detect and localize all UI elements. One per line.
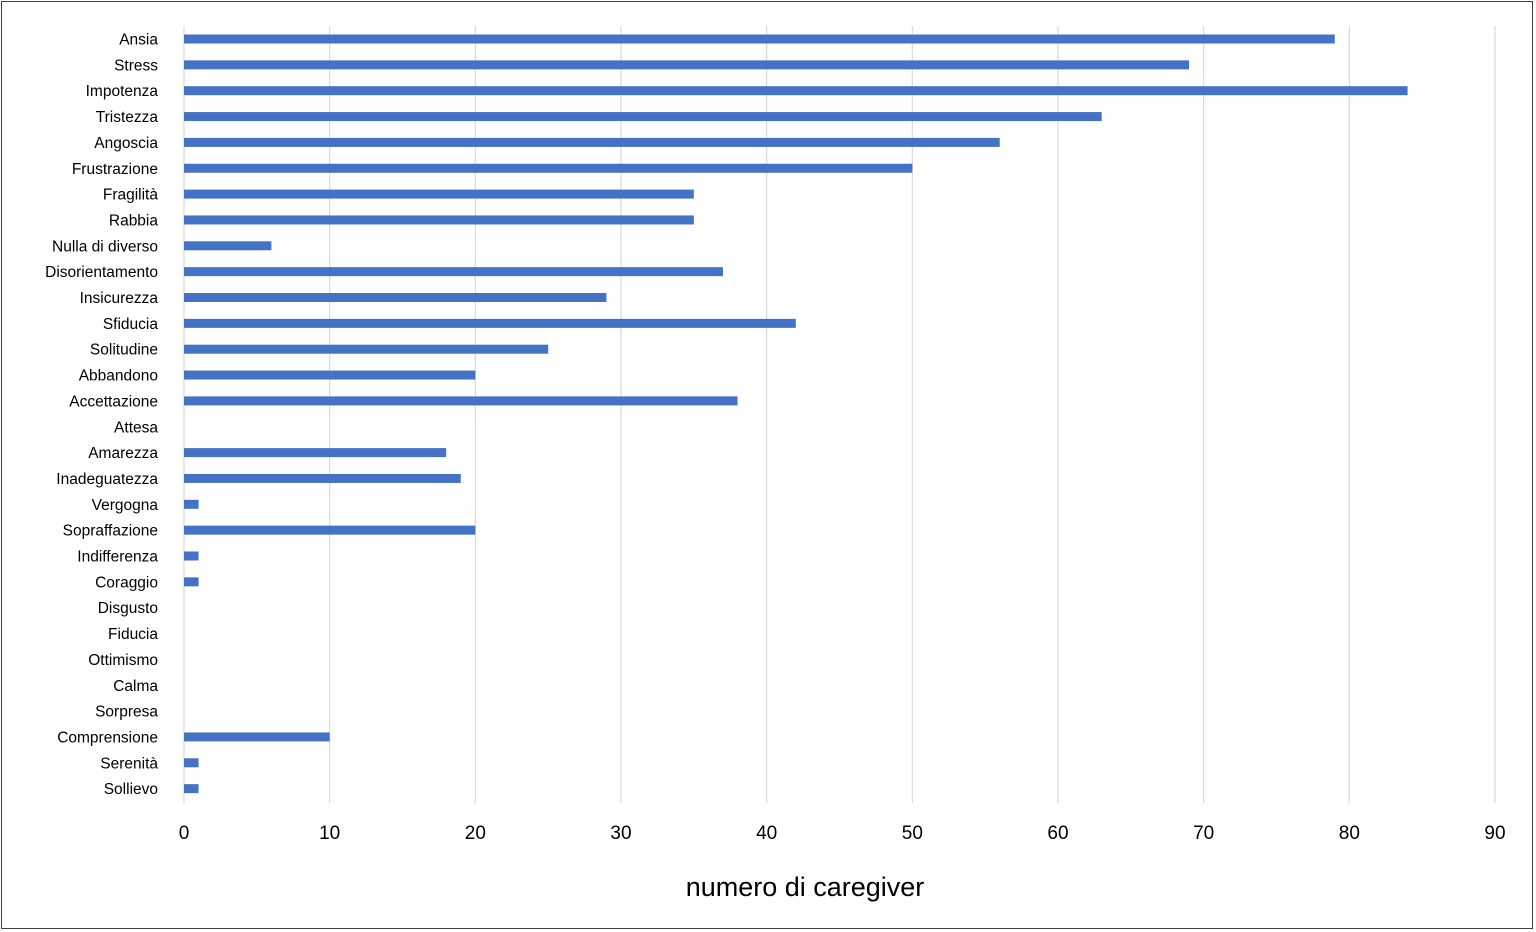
x-tick-labels: 0 10 20 30 40 50 60 70 80 90	[179, 823, 1506, 844]
category-label: Insicurezza	[80, 290, 159, 307]
bar	[184, 318, 796, 328]
bar	[184, 112, 1102, 122]
category-label: Nulla di diverso	[52, 238, 158, 255]
category-label: Angoscia	[94, 135, 158, 152]
bar	[184, 448, 447, 458]
category-label: Ansia	[119, 32, 158, 49]
category-label: Coraggio	[95, 574, 158, 591]
bar	[184, 241, 272, 251]
bar	[184, 732, 330, 742]
category-label: Sollievo	[104, 781, 158, 798]
x-tick-label: 70	[1193, 823, 1214, 844]
bar	[184, 344, 549, 354]
x-axis-label: numero di caregiver	[686, 872, 925, 902]
category-label: Accettazione	[69, 393, 158, 410]
category-label: Comprensione	[57, 729, 158, 746]
x-tick-label: 80	[1339, 823, 1360, 844]
bar	[184, 60, 1190, 70]
category-label: Abbandono	[79, 368, 158, 385]
x-tick-label: 0	[179, 823, 190, 844]
bar	[184, 577, 199, 587]
category-label: Indifferenza	[77, 549, 158, 566]
category-label: Frustrazione	[72, 161, 158, 178]
category-label: Attesa	[114, 419, 158, 436]
category-label: Stress	[114, 57, 158, 74]
bar	[184, 784, 199, 794]
bar	[184, 215, 694, 225]
bar	[184, 34, 1335, 44]
category-label: Disorientamento	[45, 264, 158, 281]
category-label: Serenità	[100, 755, 158, 772]
category-label: Inadeguatezza	[56, 471, 158, 488]
category-label: Sfiducia	[103, 316, 159, 333]
category-label: Solitudine	[90, 342, 158, 359]
category-label: Rabbia	[109, 212, 158, 229]
bar	[184, 293, 607, 302]
bars	[184, 34, 1408, 794]
x-tick-label: 10	[319, 823, 340, 844]
bar	[184, 551, 199, 561]
category-label: Sopraffazione	[63, 523, 158, 540]
bar	[184, 267, 723, 277]
bar	[184, 163, 913, 173]
bar	[184, 525, 476, 535]
category-label: Disgusto	[98, 600, 158, 617]
bar	[184, 86, 1408, 96]
category-label: Amarezza	[88, 445, 158, 462]
bar	[184, 473, 461, 483]
x-tick-label: 30	[610, 823, 631, 844]
bar	[184, 396, 738, 406]
category-labels: Ansia Stress Impotenza Tristezza Angoscia Fru…	[45, 32, 158, 799]
category-label: Sorpresa	[95, 704, 158, 721]
x-tick-label: 90	[1484, 823, 1505, 844]
category-label: Tristezza	[96, 109, 159, 126]
bar	[184, 758, 199, 768]
x-tick-label: 50	[902, 823, 923, 844]
x-tick-label: 60	[1047, 823, 1068, 844]
category-label: Vergogna	[92, 497, 159, 514]
x-tick-label: 40	[756, 823, 777, 844]
bar	[184, 499, 199, 509]
category-label: Fiducia	[108, 626, 158, 643]
bar	[184, 370, 476, 380]
bar	[184, 137, 1000, 147]
gridlines	[183, 26, 1496, 803]
category-label: Ottimismo	[88, 652, 158, 669]
category-label: Calma	[113, 678, 158, 695]
category-label: Impotenza	[86, 83, 159, 100]
category-label: Fragilità	[103, 187, 159, 204]
bar	[184, 189, 694, 199]
x-tick-label: 20	[465, 823, 486, 844]
